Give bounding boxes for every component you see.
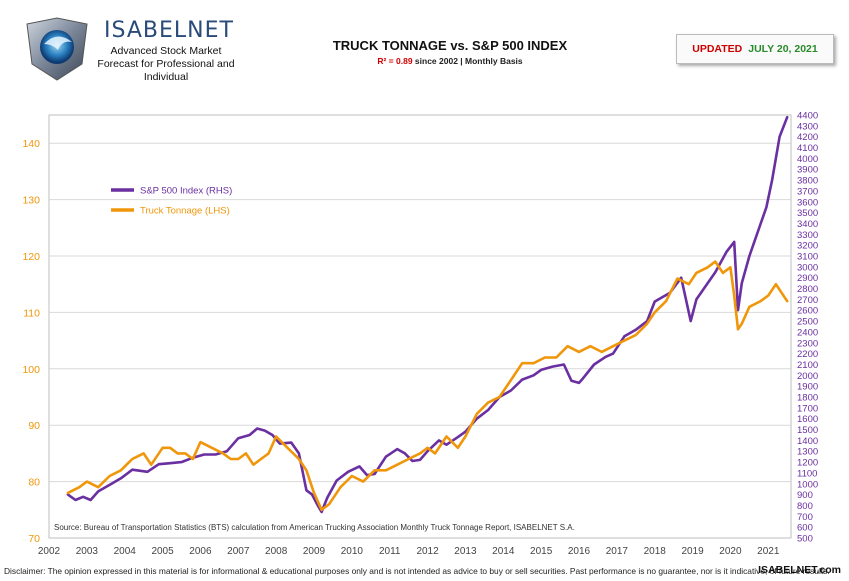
x-axis-tick-label: 2011 [379,546,401,557]
right-axis-tick-label: 1200 [797,458,818,469]
disclaimer: Disclaimer: The opinion expressed in thi… [4,566,830,576]
right-axis-tick-label: 3200 [797,241,818,252]
right-axis-tick-label: 2600 [797,306,818,317]
right-axis-tick-label: 1300 [797,447,818,458]
right-axis-tick-label: 3700 [797,186,818,197]
x-axis-tick-label: 2015 [530,546,553,557]
right-axis-tick-label: 1500 [797,425,818,436]
x-axis-tick-label: 2010 [341,546,364,557]
right-axis-tick-label: 2000 [797,371,818,382]
right-axis-tick-label: 700 [797,512,813,523]
right-axis-tick-label: 1400 [797,436,818,447]
legend-label: S&P 500 Index (RHS) [140,186,232,197]
right-axis-tick-label: 4300 [797,121,818,132]
x-axis-tick-label: 2004 [114,546,137,557]
x-axis-tick-label: 2018 [644,546,667,557]
x-axis-tick-label: 2021 [757,546,780,557]
x-axis-tick-label: 2008 [265,546,288,557]
right-axis-tick-label: 4100 [797,143,818,154]
right-axis-tick-label: 2700 [797,295,818,306]
left-axis-tick-label: 80 [28,477,40,489]
right-axis-tick-label: 3100 [797,252,818,263]
chart-subtitle: R² = 0.89 since 2002 | Monthly Basis [300,56,600,66]
right-axis-tick-label: 3400 [797,219,818,230]
right-axis-tick-label: 4200 [797,132,818,143]
plot-frame [48,114,792,539]
left-axis-tick-label: 120 [22,251,40,263]
left-axis-tick-label: 130 [22,195,40,207]
x-axis-tick-label: 2013 [454,546,477,557]
x-axis-tick-label: 2002 [38,546,61,557]
right-axis-tick-label: 3800 [797,176,818,187]
right-axis-tick-label: 2900 [797,273,818,284]
right-axis-tick-label: 1000 [797,479,818,490]
right-axis-tick-label: 4000 [797,154,818,165]
chart-title: TRUCK TONNAGE vs. S&P 500 INDEX [332,38,568,53]
right-axis-tick-label: 2300 [797,338,818,349]
right-axis-tick-label: 2400 [797,327,818,338]
left-axis-tick-label: 110 [23,307,40,319]
x-axis-tick-label: 2020 [719,546,742,557]
updated-label: UPDATED [692,43,743,55]
right-axis-tick-label: 1800 [797,393,818,404]
left-axis-tick-label: 70 [28,533,40,545]
right-axis-tick-label: 2100 [797,360,818,371]
right-axis-tick-label: 1900 [797,382,818,393]
site-name: ISABELNET.com [758,564,841,576]
x-axis-tick-label: 2007 [227,546,250,557]
legend-label: Truck Tonnage (LHS) [140,206,230,217]
right-axis-tick-label: 1100 [797,468,817,479]
brand-tagline: Advanced Stock Market Forecast for Profe… [97,45,235,83]
x-axis-tick-label: 2003 [76,546,99,557]
updated-badge: UPDATED JULY 20, 2021 [676,34,834,64]
right-axis-tick-label: 600 [797,523,813,534]
right-axis-tick-label: 900 [797,490,813,501]
right-axis-tick-label: 500 [797,534,813,545]
right-axis-tick-label: 3900 [797,165,818,176]
right-axis-tick-label: 4400 [797,111,818,122]
sp500-line [66,115,789,514]
x-axis-tick-label: 2005 [151,546,174,557]
right-axis-tick-label: 3500 [797,208,818,219]
left-axis-tick-label: 90 [28,420,40,432]
left-axis-tick-label: 100 [22,364,40,376]
x-axis-tick-label: 2006 [189,546,212,557]
x-axis-tick-label: 2019 [681,546,704,557]
r-squared: R² = 0.89 [377,56,413,66]
isabelnet-logo [26,17,88,81]
right-axis-tick-label: 1700 [797,403,818,414]
source-note: Source: Bureau of Transportation Statist… [54,523,575,532]
right-axis-tick-label: 800 [797,501,813,512]
right-axis-tick-label: 1600 [797,414,818,425]
subtitle-rest: since 2002 | Monthly Basis [414,56,523,66]
truck-tonnage-line [66,260,789,512]
right-axis-tick-label: 3300 [797,230,818,241]
updated-date: JULY 20, 2021 [748,43,818,55]
right-axis-tick-label: 2200 [797,349,818,360]
x-axis-tick-label: 2016 [568,546,591,557]
right-axis-tick-label: 2800 [797,284,818,295]
right-axis-tick-label: 3600 [797,197,818,208]
right-axis-tick-label: 2500 [797,317,818,328]
left-axis-tick-label: 140 [22,138,40,150]
x-axis-tick-label: 2017 [606,546,629,557]
right-axis-tick-label: 3000 [797,262,818,273]
brand-name: ISABELNET [104,18,234,43]
x-axis-tick-label: 2009 [303,546,326,557]
x-axis-tick-label: 2014 [492,546,515,557]
x-axis-tick-label: 2012 [416,546,439,557]
